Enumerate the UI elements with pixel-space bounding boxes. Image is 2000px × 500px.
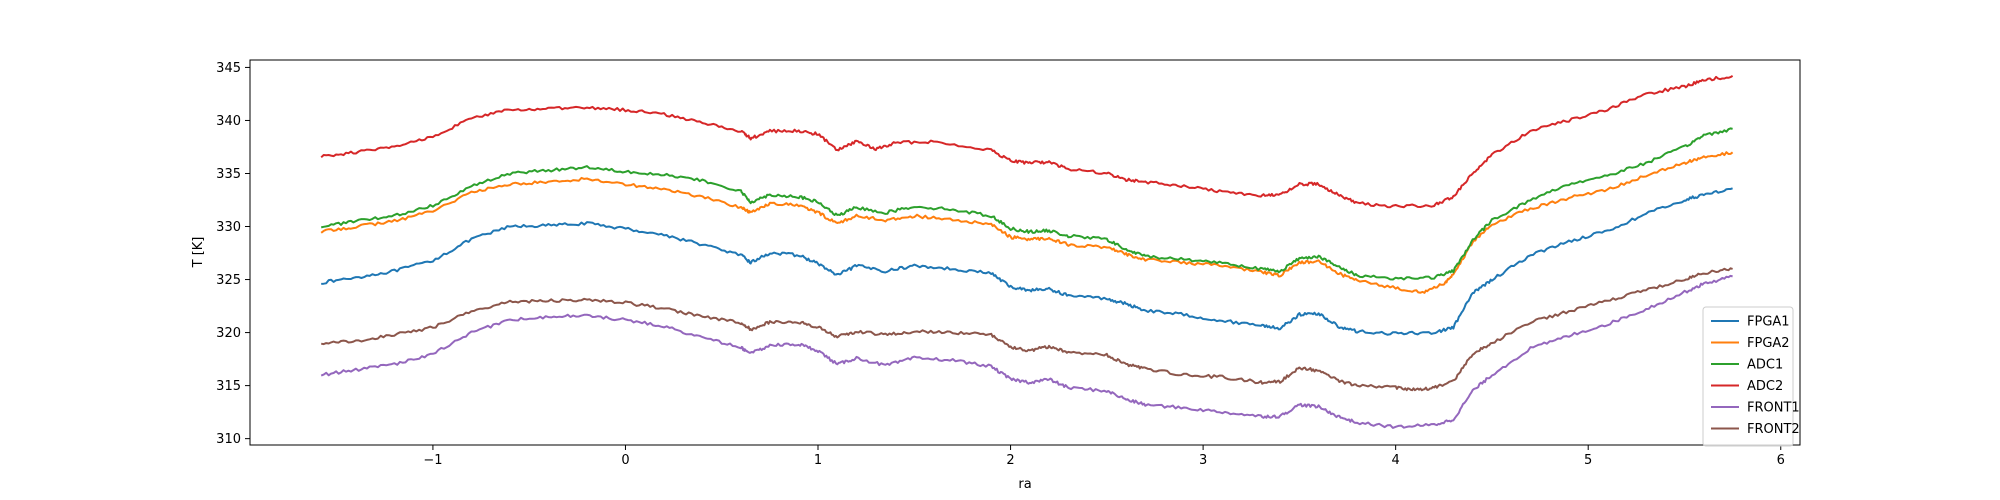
- y-tick-label: 325: [216, 273, 241, 288]
- y-tick-label: 315: [216, 379, 241, 394]
- y-axis: 310 315 320 325 330 335 340 345: [216, 61, 250, 447]
- plot-frame: [249, 59, 1801, 446]
- legend-label-fpga2: FPGA2: [1747, 336, 1790, 351]
- legend: FPGA1 FPGA2 ADC1 ADC2 FRONT1 FRONT2: [1702, 306, 1800, 447]
- x-tick-label: −1: [423, 453, 442, 468]
- x-axis: −1 0 1 2 3 4 5 6: [423, 445, 1785, 468]
- y-tick-label: 320: [216, 326, 241, 341]
- x-tick-label: 0: [621, 453, 629, 468]
- x-axis-label: ra: [1018, 477, 1031, 492]
- y-tick-label: 345: [216, 61, 241, 76]
- x-tick-label: 3: [1199, 453, 1207, 468]
- legend-label-front2: FRONT2: [1747, 422, 1800, 437]
- x-tick-label: 2: [1006, 453, 1014, 468]
- y-tick-label: 330: [216, 220, 241, 235]
- plot-series-group: [320, 75, 1734, 429]
- series-line-front1: [320, 274, 1733, 429]
- series-line-front2: [321, 267, 1733, 392]
- legend-label-adc2: ADC2: [1747, 379, 1783, 394]
- y-tick-label: 340: [216, 114, 241, 129]
- y-axis-label: T [K]: [191, 237, 206, 269]
- y-tick-label: 335: [216, 167, 241, 182]
- x-tick-label: 1: [814, 453, 822, 468]
- legend-label-adc1: ADC1: [1747, 358, 1783, 373]
- series-line-fpga1: [321, 187, 1733, 336]
- series-line-fpga2: [320, 151, 1734, 294]
- y-tick-label: 310: [216, 432, 241, 447]
- series-line-adc1: [320, 127, 1733, 281]
- x-tick-label: 5: [1584, 453, 1592, 468]
- series-line-adc2: [320, 75, 1734, 209]
- legend-label-fpga1: FPGA1: [1747, 315, 1790, 330]
- x-tick-label: 6: [1777, 453, 1785, 468]
- x-tick-label: 4: [1392, 453, 1400, 468]
- legend-label-front1: FRONT1: [1747, 401, 1800, 416]
